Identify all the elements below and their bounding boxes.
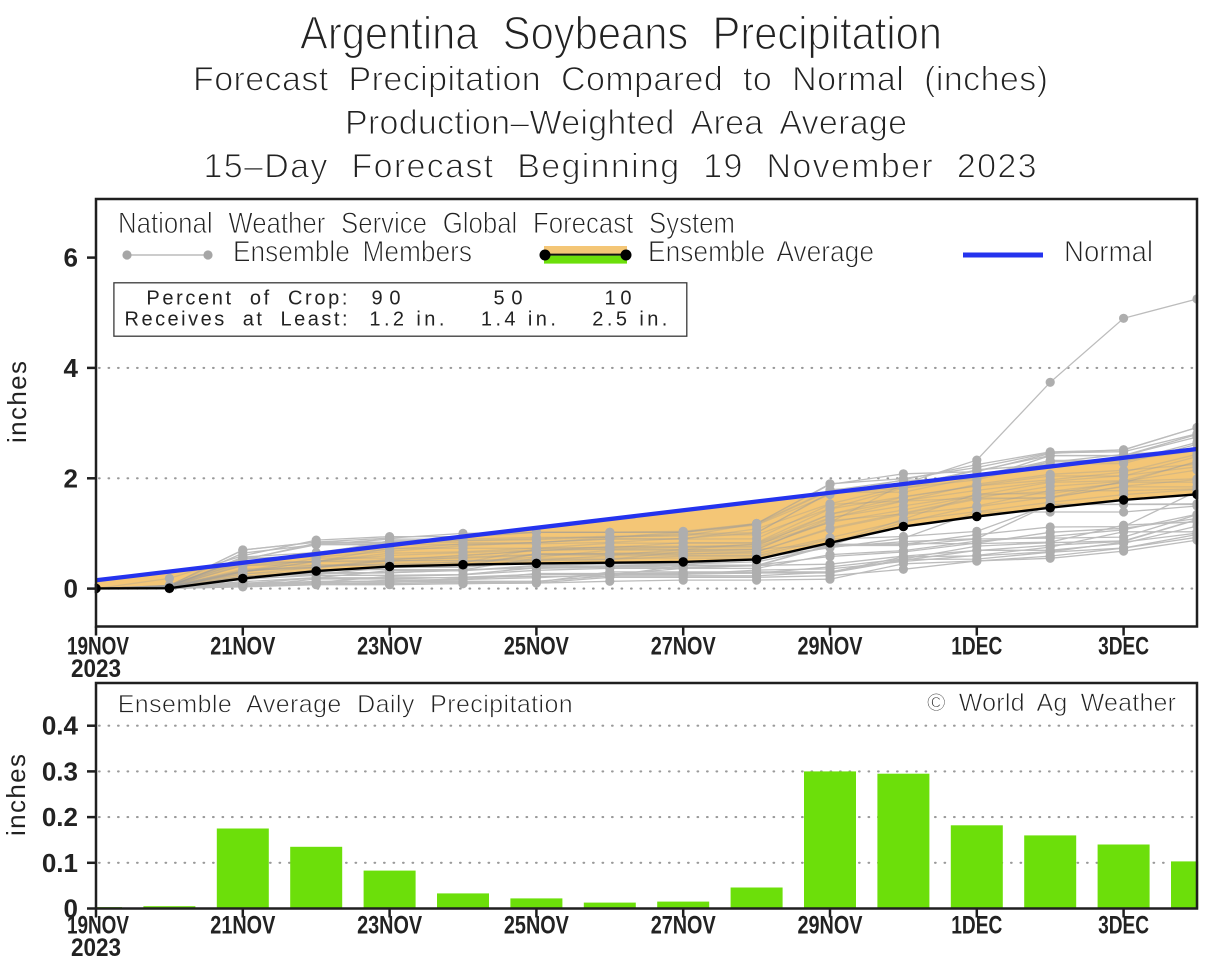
svg-text:inches: inches	[1, 754, 31, 836]
svg-text:6: 6	[64, 243, 78, 273]
svg-text:3DEC: 3DEC	[1098, 911, 1149, 939]
svg-text:25NOV: 25NOV	[504, 911, 569, 939]
svg-text:1.2 in.: 1.2 in.	[369, 309, 444, 331]
svg-text:Percent of Crop:: Percent of Crop:	[146, 288, 347, 310]
svg-text:1DEC: 1DEC	[951, 911, 1002, 939]
svg-text:0.4: 0.4	[42, 711, 79, 741]
svg-text:29NOV: 29NOV	[798, 911, 863, 939]
svg-text:© World Ag Weather: © World Ag Weather	[927, 689, 1176, 717]
svg-text:23NOV: 23NOV	[357, 632, 422, 660]
svg-text:inches: inches	[2, 361, 32, 443]
svg-text:0: 0	[64, 574, 78, 604]
svg-text:2023: 2023	[71, 655, 121, 683]
svg-text:27NOV: 27NOV	[651, 632, 716, 660]
svg-text:Receives at Least:: Receives at Least:	[125, 309, 348, 331]
svg-text:Ensemble Average Daily Precipi: Ensemble Average Daily Precipitation	[118, 691, 573, 719]
svg-text:29NOV: 29NOV	[798, 632, 863, 660]
svg-text:25NOV: 25NOV	[504, 632, 569, 660]
svg-text:1DEC: 1DEC	[951, 632, 1002, 660]
svg-text:Argentina Soybeans Precipitati: Argentina Soybeans Precipitation	[300, 7, 942, 59]
svg-text:19NOV: 19NOV	[67, 632, 129, 660]
svg-text:15–Day Forecast Beginning 19 N: 15–Day Forecast Beginning 19 November 20…	[204, 148, 1037, 186]
svg-text:3DEC: 3DEC	[1098, 632, 1149, 660]
svg-text:Ensemble Average: Ensemble Average	[648, 236, 874, 269]
svg-text:Forecast Precipitation Compare: Forecast Precipitation Compared to Norma…	[193, 60, 1048, 98]
svg-text:Normal: Normal	[1064, 236, 1153, 269]
svg-text:2023: 2023	[71, 934, 121, 962]
svg-text:2.5 in.: 2.5 in.	[592, 309, 667, 331]
svg-text:0.3: 0.3	[42, 756, 78, 786]
svg-text:2: 2	[64, 463, 78, 493]
svg-text:21NOV: 21NOV	[210, 632, 275, 660]
svg-text:27NOV: 27NOV	[651, 911, 716, 939]
svg-text:National Weather Service Globa: National Weather Service Global Forecast…	[118, 207, 735, 240]
svg-text:Production–Weighted Area Avera: Production–Weighted Area Average	[345, 104, 907, 142]
svg-text:0.2: 0.2	[42, 802, 78, 832]
svg-text:21NOV: 21NOV	[210, 911, 275, 939]
svg-text:19NOV: 19NOV	[67, 911, 129, 939]
svg-text:23NOV: 23NOV	[357, 911, 422, 939]
svg-text:4: 4	[64, 353, 79, 383]
svg-text:1.4 in.: 1.4 in.	[481, 309, 556, 331]
svg-text:0: 0	[64, 894, 78, 924]
svg-text:Ensemble Members: Ensemble Members	[233, 236, 472, 269]
svg-text:0.1: 0.1	[42, 848, 78, 878]
